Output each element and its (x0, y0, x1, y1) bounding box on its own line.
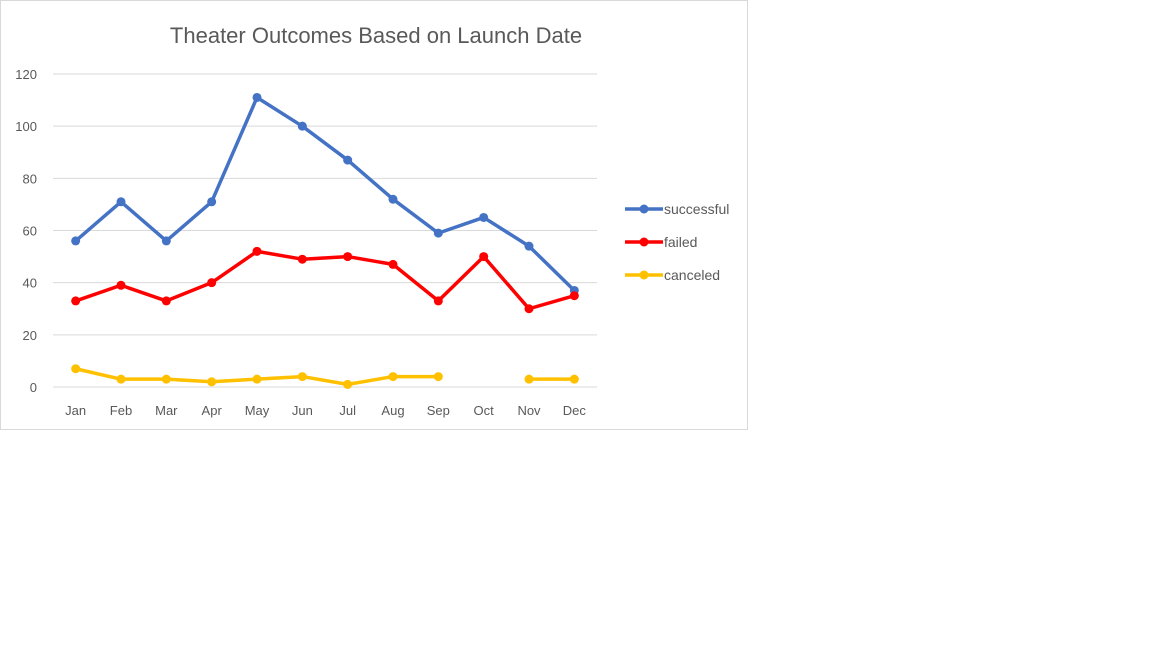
x-tick-label: Nov (517, 403, 541, 418)
data-point-canceled[interactable] (207, 377, 217, 387)
x-tick-label: Dec (563, 403, 587, 418)
data-point-failed[interactable] (71, 296, 81, 306)
legend-item-failed[interactable]: failed (625, 234, 697, 250)
y-tick-label: 80 (23, 171, 37, 186)
line-chart: Theater Outcomes Based on Launch Date 0 2… (15, 23, 729, 418)
data-point-successful[interactable] (479, 212, 489, 222)
legend-label: failed (664, 234, 697, 250)
legend[interactable]: successful failed canceled (625, 201, 729, 283)
data-point-failed[interactable] (207, 278, 217, 288)
x-tick-label: Sep (427, 403, 450, 418)
data-point-canceled[interactable] (252, 374, 262, 384)
legend-marker (639, 270, 649, 280)
legend-marker (639, 204, 649, 214)
series-line-failed (75, 249, 575, 311)
y-tick-label: 60 (23, 224, 37, 239)
series-lines (71, 92, 579, 389)
data-point-successful[interactable] (297, 121, 307, 131)
data-point-canceled[interactable] (433, 372, 443, 382)
data-point-canceled[interactable] (116, 374, 126, 384)
legend-item-successful[interactable]: successful (625, 201, 729, 217)
data-point-successful[interactable] (252, 92, 262, 102)
chart-title: Theater Outcomes Based on Launch Date (170, 23, 582, 48)
data-point-failed[interactable] (116, 280, 126, 290)
data-point-canceled[interactable] (71, 364, 81, 374)
data-point-canceled[interactable] (161, 374, 171, 384)
series-failed (71, 246, 579, 314)
data-point-canceled[interactable] (388, 372, 398, 382)
data-point-canceled[interactable] (297, 372, 307, 382)
x-tick-label: Jan (65, 403, 86, 418)
x-axis-tick-labels: Jan Feb Mar Apr May Jun Jul Aug Sep Oct Nov Dec (65, 403, 586, 418)
data-point-failed[interactable] (569, 291, 579, 301)
data-point-failed[interactable] (297, 254, 307, 264)
data-point-successful[interactable] (343, 155, 353, 165)
x-tick-label: Apr (202, 403, 223, 418)
data-point-failed[interactable] (388, 259, 398, 269)
data-point-failed[interactable] (161, 296, 171, 306)
data-point-successful[interactable] (433, 228, 443, 238)
data-point-successful[interactable] (71, 236, 81, 246)
data-point-failed[interactable] (433, 296, 443, 306)
data-point-successful[interactable] (524, 241, 534, 251)
data-point-successful[interactable] (207, 197, 217, 207)
data-point-successful[interactable] (161, 236, 171, 246)
series-successful (71, 92, 579, 295)
x-tick-label: May (245, 403, 270, 418)
y-tick-label: 40 (23, 276, 37, 291)
data-point-successful[interactable] (116, 197, 126, 207)
data-point-failed[interactable] (479, 252, 489, 262)
data-point-failed[interactable] (524, 304, 534, 314)
y-tick-label: 0 (30, 380, 37, 395)
data-point-canceled[interactable] (343, 379, 353, 389)
data-point-canceled[interactable] (569, 374, 579, 384)
y-axis-tick-labels: 0 20 40 60 80 100 120 (15, 67, 37, 395)
gridlines (53, 73, 597, 388)
x-tick-label: Jul (339, 403, 356, 418)
data-point-failed[interactable] (343, 252, 353, 262)
x-tick-label: Feb (110, 403, 132, 418)
chart-frame: Theater Outcomes Based on Launch Date 0 2… (0, 0, 748, 430)
series-canceled (71, 364, 579, 389)
data-point-successful[interactable] (388, 194, 398, 204)
y-tick-label: 120 (15, 67, 37, 82)
legend-item-canceled[interactable]: canceled (625, 267, 720, 283)
data-point-canceled[interactable] (524, 374, 534, 384)
legend-label: successful (664, 201, 729, 217)
data-point-failed[interactable] (252, 246, 262, 256)
x-tick-label: Oct (474, 403, 495, 418)
series-line-successful (74, 95, 576, 292)
y-tick-label: 100 (15, 119, 37, 134)
x-tick-label: Aug (381, 403, 404, 418)
x-tick-label: Mar (155, 403, 178, 418)
y-tick-label: 20 (23, 328, 37, 343)
x-tick-label: Jun (292, 403, 313, 418)
legend-label: canceled (664, 267, 720, 283)
legend-marker (639, 237, 649, 247)
